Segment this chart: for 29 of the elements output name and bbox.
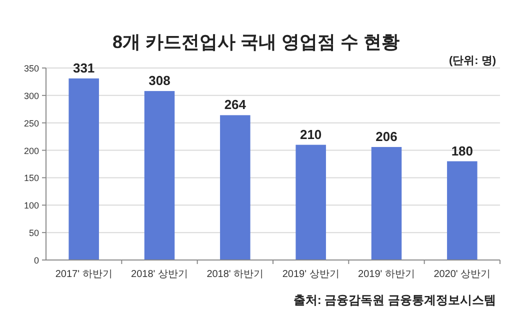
bar	[296, 144, 326, 260]
x-tick-label: 2020' 상반기	[434, 269, 491, 280]
bar	[68, 78, 99, 260]
bar	[144, 91, 175, 260]
data-label: 210	[300, 126, 322, 142]
data-label: 264	[224, 97, 247, 112]
bar	[447, 161, 478, 260]
y-tick-label: 300	[24, 90, 39, 101]
x-tick-label: 2017' 하반기	[55, 269, 112, 280]
bar	[371, 146, 402, 260]
x-tick-label: 2018' 상반기	[131, 269, 188, 280]
x-tick-label: 2019' 하반기	[358, 269, 415, 280]
y-tick-label: 250	[24, 118, 39, 128]
y-tick-label: 100	[24, 200, 39, 211]
y-tick-label: 150	[24, 173, 39, 184]
y-tick-label: 0	[34, 256, 39, 266]
x-tick-label: 2019' 상반기	[282, 269, 340, 280]
bar	[220, 115, 250, 260]
data-label: 331	[72, 60, 95, 76]
data-label: 180	[451, 143, 474, 158]
x-tick-label: 2018' 하반기	[206, 269, 264, 280]
data-label: 308	[148, 73, 170, 88]
y-tick-label: 200	[24, 146, 39, 156]
chart-title: 8개 카드전업사 국내 영업점 수 현황	[112, 32, 400, 52]
source-note: 출처: 금융감독원 금융통계정보시스템	[293, 293, 496, 307]
y-tick-label: 350	[24, 64, 39, 74]
y-tick-label: 50	[28, 228, 39, 238]
text: (단위: 명)	[448, 55, 496, 67]
data-label: 206	[376, 128, 398, 144]
